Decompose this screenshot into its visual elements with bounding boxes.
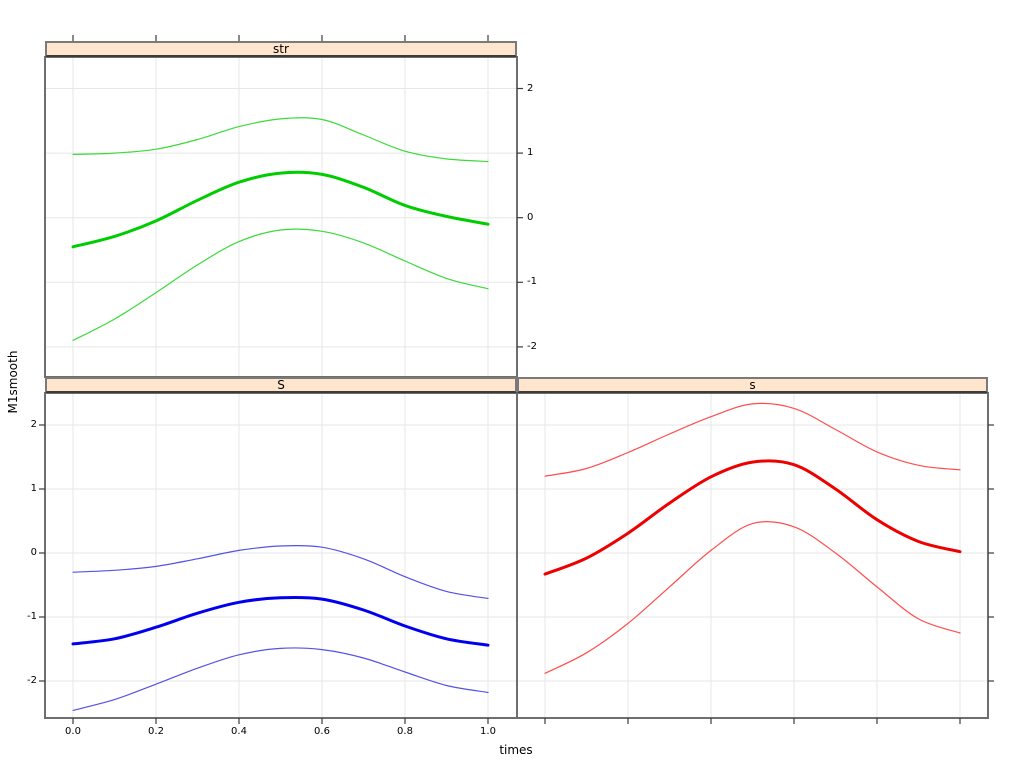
lower-ci-curve-str xyxy=(72,228,489,341)
x-tick-label: 1.0 xyxy=(480,726,496,737)
mean-curve-s xyxy=(543,459,962,576)
x-tick-label: 0.4 xyxy=(231,726,247,737)
strip-label: str xyxy=(273,42,289,56)
y-tick-label: -2 xyxy=(527,340,537,352)
x-tick-label: 0.8 xyxy=(397,726,413,737)
lower-ci-curve-S xyxy=(72,647,489,711)
panel-border-S xyxy=(44,392,518,719)
upper-ci-curve-str xyxy=(72,117,489,163)
x-tick-label: 0.2 xyxy=(148,726,164,737)
lower-ci-curve-s xyxy=(544,520,961,674)
strip-label: S xyxy=(277,378,285,392)
y-tick-label: -1 xyxy=(27,611,37,622)
mean-curve-str xyxy=(71,170,490,249)
panel-strip-S: S xyxy=(45,377,517,393)
y-tick-label: 1 xyxy=(527,147,534,159)
panel-strip-str: str xyxy=(45,41,517,57)
y-axis-label: M1smooth xyxy=(6,350,20,414)
strip-label: s xyxy=(749,378,756,392)
mean-curve-S xyxy=(71,595,490,647)
x-tick-label: 0.6 xyxy=(314,726,330,737)
y-tick-label: 1 xyxy=(30,483,37,494)
x-axis-label: times xyxy=(499,743,533,757)
upper-ci-curve-S xyxy=(72,544,489,599)
y-tick-label: 0 xyxy=(527,211,534,223)
y-tick-label: 0 xyxy=(30,547,37,558)
y-tick-label: -2 xyxy=(27,675,37,686)
panel-strip-s: s xyxy=(517,377,988,393)
x-tick-label: 0.0 xyxy=(65,726,81,737)
y-tick-label: 2 xyxy=(30,419,37,430)
upper-ci-curve-s xyxy=(544,402,961,477)
y-tick-label: -1 xyxy=(527,276,537,288)
y-tick-label: 2 xyxy=(527,82,534,94)
panel-border-s xyxy=(516,392,989,719)
